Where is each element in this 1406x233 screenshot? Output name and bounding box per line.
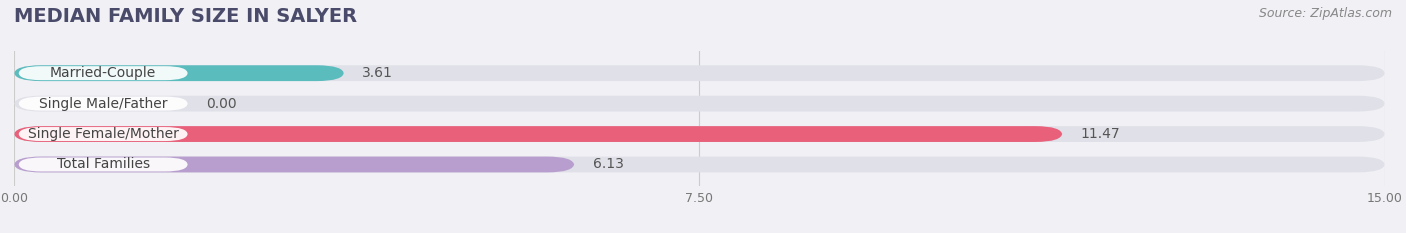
FancyBboxPatch shape: [18, 127, 188, 141]
Text: Married-Couple: Married-Couple: [51, 66, 156, 80]
FancyBboxPatch shape: [18, 158, 188, 171]
Text: Source: ZipAtlas.com: Source: ZipAtlas.com: [1258, 7, 1392, 20]
FancyBboxPatch shape: [18, 66, 188, 80]
FancyBboxPatch shape: [14, 157, 574, 172]
Text: 11.47: 11.47: [1081, 127, 1121, 141]
FancyBboxPatch shape: [14, 65, 344, 81]
FancyBboxPatch shape: [18, 97, 188, 111]
Text: Total Families: Total Families: [56, 158, 149, 171]
FancyBboxPatch shape: [14, 157, 1385, 172]
Text: 0.00: 0.00: [207, 97, 236, 111]
Text: 6.13: 6.13: [592, 158, 623, 171]
FancyBboxPatch shape: [14, 126, 1385, 142]
FancyBboxPatch shape: [14, 65, 1385, 81]
FancyBboxPatch shape: [14, 126, 1063, 142]
Text: Single Female/Mother: Single Female/Mother: [28, 127, 179, 141]
Text: Single Male/Father: Single Male/Father: [39, 97, 167, 111]
Text: MEDIAN FAMILY SIZE IN SALYER: MEDIAN FAMILY SIZE IN SALYER: [14, 7, 357, 26]
FancyBboxPatch shape: [14, 96, 1385, 112]
Text: 3.61: 3.61: [363, 66, 394, 80]
